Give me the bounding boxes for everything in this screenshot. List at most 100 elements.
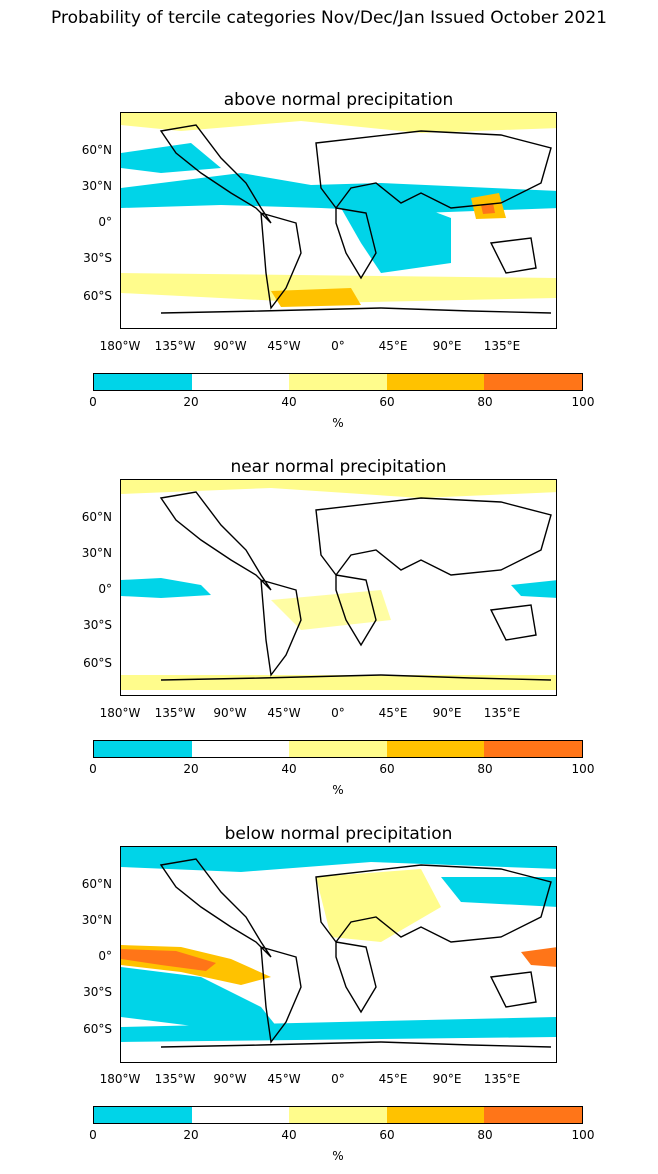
lat-label: 30°S <box>83 618 112 632</box>
field-low-nw-pacific <box>121 143 221 173</box>
lat-label: 60°N <box>81 143 112 157</box>
colorbar-bin <box>94 1107 192 1123</box>
field-mid-arctic <box>121 480 556 498</box>
colorbar-tick: 20 <box>183 1128 199 1142</box>
lon-label: 45°W <box>267 706 301 720</box>
lon-label: 45°E <box>378 1072 408 1086</box>
lat-label: 60°S <box>83 1022 112 1036</box>
colorbar-bin <box>484 374 582 390</box>
colorbar-tick: 80 <box>477 762 493 776</box>
coastlines <box>159 124 552 314</box>
field-very-high-maritime <box>481 203 495 214</box>
lon-label: 135°W <box>154 339 196 353</box>
field-low-west-pacific <box>511 580 556 598</box>
colorbar-bin <box>484 1107 582 1123</box>
colorbar-tick: 20 <box>183 762 199 776</box>
colorbar-bin <box>191 374 290 390</box>
lat-label: 30°N <box>81 179 112 193</box>
map-above-normal <box>120 112 557 329</box>
lon-label: 135°W <box>154 706 196 720</box>
lat-label: 60°N <box>81 877 112 891</box>
colorbar-bin <box>386 374 485 390</box>
colorbar-unit: % <box>332 1149 344 1163</box>
field-mid-arctic <box>121 113 556 133</box>
colorbar-tick: 0 <box>89 762 97 776</box>
colorbar-bin <box>386 1107 485 1123</box>
field-low-arctic <box>121 847 556 872</box>
colorbar-bin <box>191 1107 290 1123</box>
colorbar-bin <box>94 741 192 757</box>
field-very-high-west <box>521 947 556 967</box>
lon-label: 180°W <box>99 706 141 720</box>
colorbar-tick: 0 <box>89 395 97 409</box>
lon-label: 45°W <box>267 1072 301 1086</box>
colorbar-tick: 40 <box>281 762 297 776</box>
field-low-pacific <box>121 578 211 598</box>
lat-label: 30°S <box>83 985 112 999</box>
lon-label: 90°E <box>432 339 462 353</box>
field-low-equatorial <box>121 173 556 213</box>
colorbar-tick: 100 <box>571 762 595 776</box>
lat-label: 30°N <box>81 913 112 927</box>
lon-label: 180°W <box>99 339 141 353</box>
lon-label: 0° <box>331 706 345 720</box>
colorbar-bin <box>484 741 582 757</box>
colorbar-tick: 60 <box>379 762 395 776</box>
colorbar-bin <box>94 374 192 390</box>
field-very-high-pacific <box>121 949 216 971</box>
lon-label: 0° <box>331 339 345 353</box>
lon-label: 90°E <box>432 1072 462 1086</box>
coastlines <box>159 858 552 1048</box>
coastlines-east <box>315 130 552 280</box>
lon-label: 180°W <box>99 1072 141 1086</box>
lat-label: 60°S <box>83 656 112 670</box>
colorbar-tick: 100 <box>571 1128 595 1142</box>
lon-label: 90°W <box>213 1072 247 1086</box>
lon-label: 135°E <box>483 339 521 353</box>
map-above-svg <box>121 113 556 314</box>
lat-label: 0° <box>98 949 112 963</box>
lon-label: 135°W <box>154 1072 196 1086</box>
lon-label: 45°E <box>378 339 408 353</box>
colorbar-tick: 80 <box>477 1128 493 1142</box>
lon-label: 0° <box>331 1072 345 1086</box>
lon-label: 45°E <box>378 706 408 720</box>
field-high-southern <box>271 288 361 307</box>
coastlines-east <box>315 497 552 647</box>
lon-label: 90°E <box>432 706 462 720</box>
lon-label: 135°E <box>483 706 521 720</box>
colorbar-unit: % <box>332 416 344 430</box>
lat-label: 60°S <box>83 289 112 303</box>
colorbar-tick: 100 <box>571 395 595 409</box>
field-low-southern <box>121 1017 556 1042</box>
panel-title-below: below normal precipitation <box>224 824 453 844</box>
lat-label: 0° <box>98 215 112 229</box>
colorbar-tick: 60 <box>379 395 395 409</box>
figure-title: Probability of tercile categories Nov/De… <box>51 8 607 28</box>
field-mid-southern <box>121 273 556 303</box>
colorbar-tick: 80 <box>477 395 493 409</box>
lon-label: 90°W <box>213 339 247 353</box>
colorbar <box>93 740 583 758</box>
colorbar-tick: 0 <box>89 1128 97 1142</box>
panel-title-above: above normal precipitation <box>223 90 454 110</box>
field-mid-eurasia-africa <box>316 869 441 942</box>
coastlines-east <box>315 864 552 1014</box>
colorbar <box>93 1106 583 1124</box>
field-low-north-pacific <box>441 877 556 907</box>
colorbar <box>93 373 583 391</box>
colorbar-tick: 60 <box>379 1128 395 1142</box>
colorbar-bin <box>289 1107 387 1123</box>
colorbar-unit: % <box>332 783 344 797</box>
map-below-normal <box>120 846 557 1063</box>
colorbar-bin <box>289 741 387 757</box>
lat-label: 60°N <box>81 510 112 524</box>
panel-title-near: near normal precipitation <box>230 457 447 477</box>
colorbar-bin <box>289 374 387 390</box>
colorbar-tick: 40 <box>281 1128 297 1142</box>
field-low-south-pacific <box>121 967 281 1032</box>
colorbar-bin <box>191 741 290 757</box>
lat-label: 30°N <box>81 546 112 560</box>
lon-label: 135°E <box>483 1072 521 1086</box>
colorbar-tick: 20 <box>183 395 199 409</box>
